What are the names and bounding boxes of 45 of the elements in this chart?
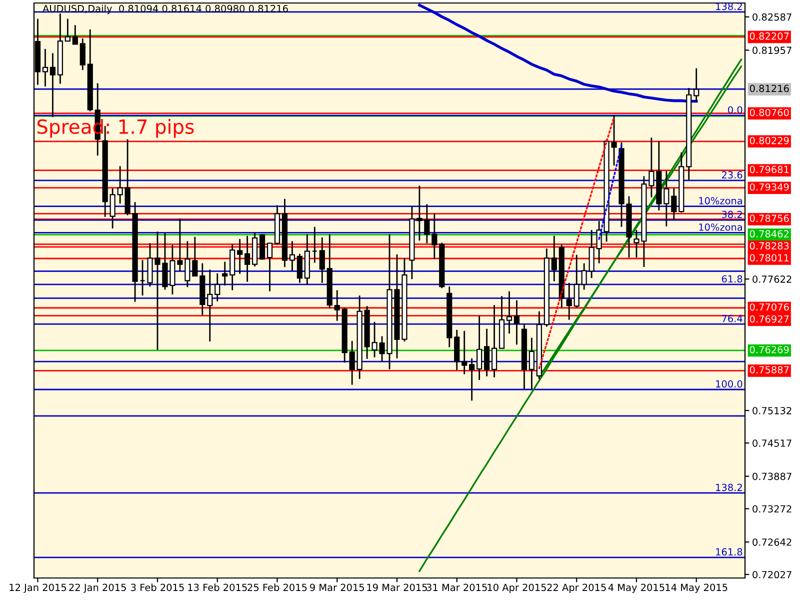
ref-line-label: 0.81216 bbox=[750, 84, 789, 92]
annotation: 161.8 bbox=[716, 548, 742, 556]
y-tick-label: 0.77622 bbox=[752, 276, 792, 283]
x-tick-label: 9 Mar 2015 bbox=[310, 584, 364, 592]
annotation: 10%zona bbox=[699, 197, 742, 204]
ref-line-label: 0.75887 bbox=[750, 366, 789, 374]
x-tick-label: 31 Mar 2015 bbox=[426, 584, 487, 592]
y-tick-label: 0.74517 bbox=[752, 439, 792, 447]
x-tick-label: 22 Jan 2015 bbox=[69, 584, 126, 593]
ref-line-label: 0.78756 bbox=[750, 214, 789, 222]
y-tick-label: 0.82587 bbox=[752, 13, 792, 21]
x-tick-label: 4 May 2015 bbox=[608, 584, 664, 593]
y-tick-label: 0.73272 bbox=[752, 505, 792, 513]
annotation: 23.6 bbox=[722, 171, 742, 179]
x-tick-label: 12 Jan 2015 bbox=[10, 584, 66, 593]
ref-line-label: 0.76927 bbox=[750, 315, 789, 323]
annotation: 61.8 bbox=[722, 275, 742, 283]
x-tick-label: 25 Feb 2015 bbox=[248, 584, 307, 592]
ref-line-label: 0.80229 bbox=[750, 136, 789, 144]
x-tick-label: 14 May 2015 bbox=[666, 584, 728, 593]
ref-line-label: 0.82207 bbox=[750, 32, 789, 40]
y-tick-label: 0.75132 bbox=[752, 406, 792, 414]
annotation: 0.0 bbox=[728, 106, 742, 114]
annotation: 10%zona bbox=[699, 223, 742, 231]
y-tick-label: 0.81957 bbox=[752, 46, 792, 54]
ref-line-label: 0.80760 bbox=[750, 108, 789, 116]
x-tick-label: 10 Apr 2015 bbox=[488, 584, 546, 593]
ref-line-label: 0.78283 bbox=[750, 242, 789, 250]
annotation: 138.2 bbox=[716, 484, 742, 492]
y-tick-label: 0.72027 bbox=[752, 570, 792, 578]
x-tick-label: 13 Feb 2015 bbox=[188, 584, 247, 592]
y-tick-label: 0.72642 bbox=[752, 538, 792, 546]
ref-line-label: 0.76269 bbox=[750, 346, 789, 354]
x-tick-label: 22 Apr 2015 bbox=[547, 584, 606, 593]
annotation: 138.2 bbox=[716, 2, 742, 10]
annotation: 100.0 bbox=[716, 380, 742, 388]
ref-line-label: 0.78011 bbox=[750, 254, 789, 262]
x-tick-label: 19 Mar 2015 bbox=[367, 584, 427, 592]
annotation: 76.4 bbox=[722, 314, 742, 322]
ref-line-label: 0.78462 bbox=[750, 230, 788, 238]
ref-line-label: 0.79681 bbox=[750, 166, 789, 174]
y-tick-label: 0.73887 bbox=[752, 472, 792, 480]
ref-line-label: 0.77076 bbox=[750, 303, 789, 311]
x-tick-label: 3 Feb 2015 bbox=[131, 584, 184, 592]
ref-line-label: 0.79349 bbox=[750, 183, 789, 191]
